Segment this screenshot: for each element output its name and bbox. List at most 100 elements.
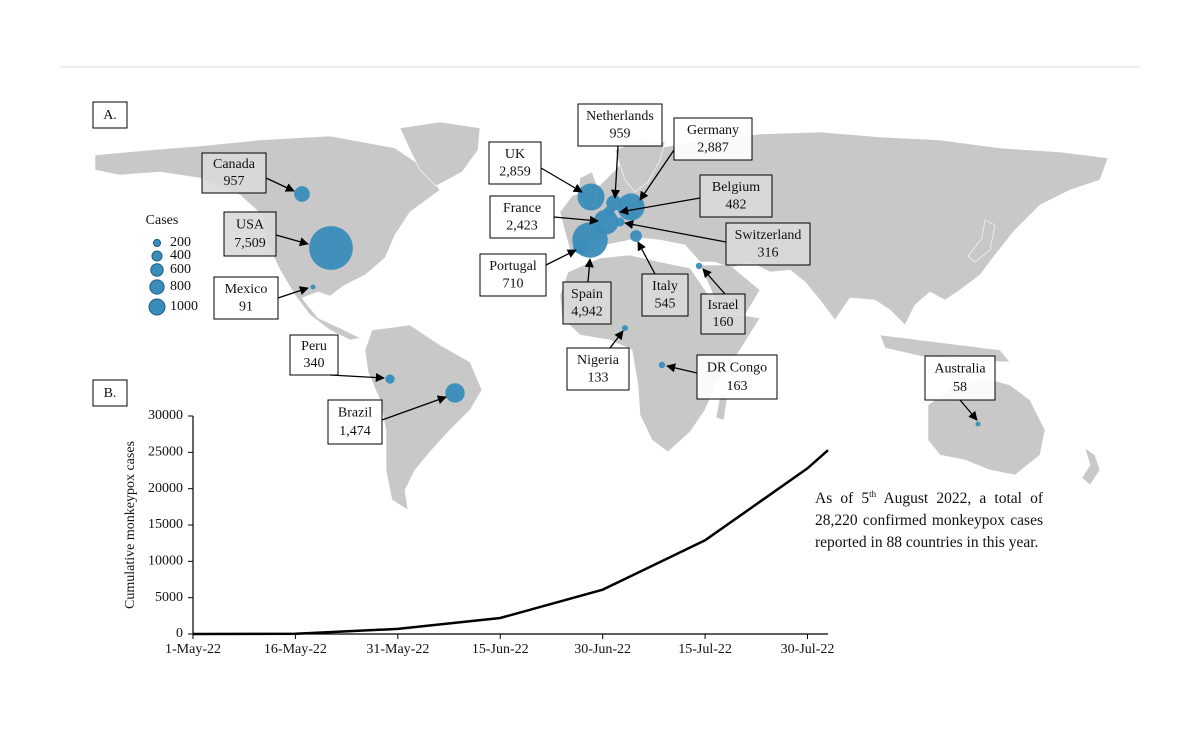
country-name: Portugal [489, 259, 537, 274]
y-tick-label: 5000 [155, 590, 183, 605]
panel-label: A. [103, 108, 117, 123]
case-bubble [630, 230, 642, 242]
country-cases: 7,509 [234, 236, 266, 251]
pointer-arrow [584, 258, 594, 283]
label-box [213, 276, 279, 320]
label-box [327, 399, 383, 445]
country-name: Belgium [712, 180, 760, 195]
x-tick-label: 30-Jun-22 [574, 642, 631, 657]
country-name: Netherlands [586, 109, 654, 124]
panel-label-box [92, 379, 128, 407]
pointer-arrow [624, 220, 727, 243]
eurasia [559, 131, 1109, 326]
cumulative-line [192, 449, 829, 636]
legend-title: Cases [146, 213, 179, 228]
legend-label: 600 [170, 262, 191, 277]
country-name: UK [505, 147, 525, 162]
legend-label: 1000 [170, 299, 198, 314]
label-box [489, 195, 555, 239]
x-tick-label: 15-Jun-22 [472, 642, 529, 657]
label-box [223, 211, 277, 257]
case-bubble [617, 193, 645, 221]
note-text: August 2022, a total of 28,220 confirmed… [815, 490, 1043, 552]
note-text: As of 5 [815, 490, 870, 508]
pointer-arrow [553, 215, 599, 225]
country-name: Mexico [225, 282, 268, 297]
country-cases: 133 [588, 370, 609, 385]
pointer-arrow [381, 395, 447, 421]
country-name: Israel [707, 298, 738, 313]
pointer-arrow [610, 145, 621, 199]
label-box [201, 152, 267, 194]
country-cases: 4,942 [571, 304, 603, 319]
case-bubble [622, 325, 628, 331]
country-name: Italy [652, 279, 678, 294]
case-bubble [658, 361, 666, 369]
country-name: Nigeria [577, 353, 620, 368]
country-cases: 58 [953, 380, 967, 395]
pointer-arrow [545, 249, 577, 266]
greenland [399, 121, 481, 187]
label-box [699, 174, 773, 218]
country-cases: 959 [610, 126, 631, 141]
label-box [673, 117, 753, 161]
legend-bubble [149, 279, 165, 295]
panel-label-box [92, 101, 128, 129]
y-tick-label: 20000 [148, 481, 183, 496]
case-bubble [445, 383, 465, 403]
japan [967, 219, 996, 263]
country-name: USA [236, 217, 265, 232]
x-tick-label: 15-Jul-22 [678, 642, 732, 657]
case-bubble [310, 284, 316, 290]
x-tick-label: 31-May-22 [366, 642, 429, 657]
legend-label: 200 [170, 235, 191, 250]
pointer-arrow [702, 268, 726, 295]
country-cases: 2,423 [506, 218, 538, 233]
x-tick-label: 30-Jul-22 [781, 642, 835, 657]
pointer-arrow [275, 234, 309, 247]
country-cases: 2,887 [697, 140, 729, 155]
pointer-arrow [609, 330, 624, 349]
label-box [924, 355, 996, 401]
case-bubble [577, 183, 605, 211]
note-superscript: th [869, 489, 877, 499]
pointer-arrow [265, 177, 295, 192]
country-name: France [503, 201, 541, 216]
label-box [289, 334, 339, 376]
label-box [696, 354, 778, 400]
legend-bubble [148, 298, 166, 316]
label-box [488, 141, 542, 185]
country-cases: 710 [503, 276, 524, 291]
country-name: Germany [687, 123, 739, 138]
pointer-arrow [639, 149, 675, 201]
label-box [562, 281, 612, 325]
pointer-arrow [637, 241, 656, 275]
country-name: DR Congo [707, 360, 767, 375]
y-tick-label: 15000 [148, 517, 183, 532]
new-zealand [1081, 447, 1101, 486]
country-cases: 1,474 [339, 424, 371, 439]
case-bubble [615, 217, 625, 227]
pointer-arrow [329, 373, 385, 383]
case-bubble [695, 262, 703, 270]
case-bubble [294, 186, 310, 202]
country-name: Brazil [338, 405, 372, 420]
country-name: Switzerland [735, 228, 802, 243]
y-tick-label: 25000 [148, 445, 183, 460]
country-cases: 545 [655, 296, 676, 311]
label-box [641, 273, 689, 317]
legend-bubble [151, 250, 163, 262]
label-box [725, 222, 811, 266]
country-cases: 957 [224, 174, 245, 189]
pointer-arrow [619, 197, 701, 216]
x-tick-label: 1-May-22 [165, 642, 221, 657]
pointer-arrow [666, 363, 698, 374]
legend-label: 800 [170, 279, 191, 294]
label-box [566, 347, 630, 391]
line-chart: 0 5000 10000 15000 20000 25000 30000 1-May-22 16… [123, 408, 834, 657]
label-box [577, 103, 663, 147]
legend-label: 400 [170, 248, 191, 263]
